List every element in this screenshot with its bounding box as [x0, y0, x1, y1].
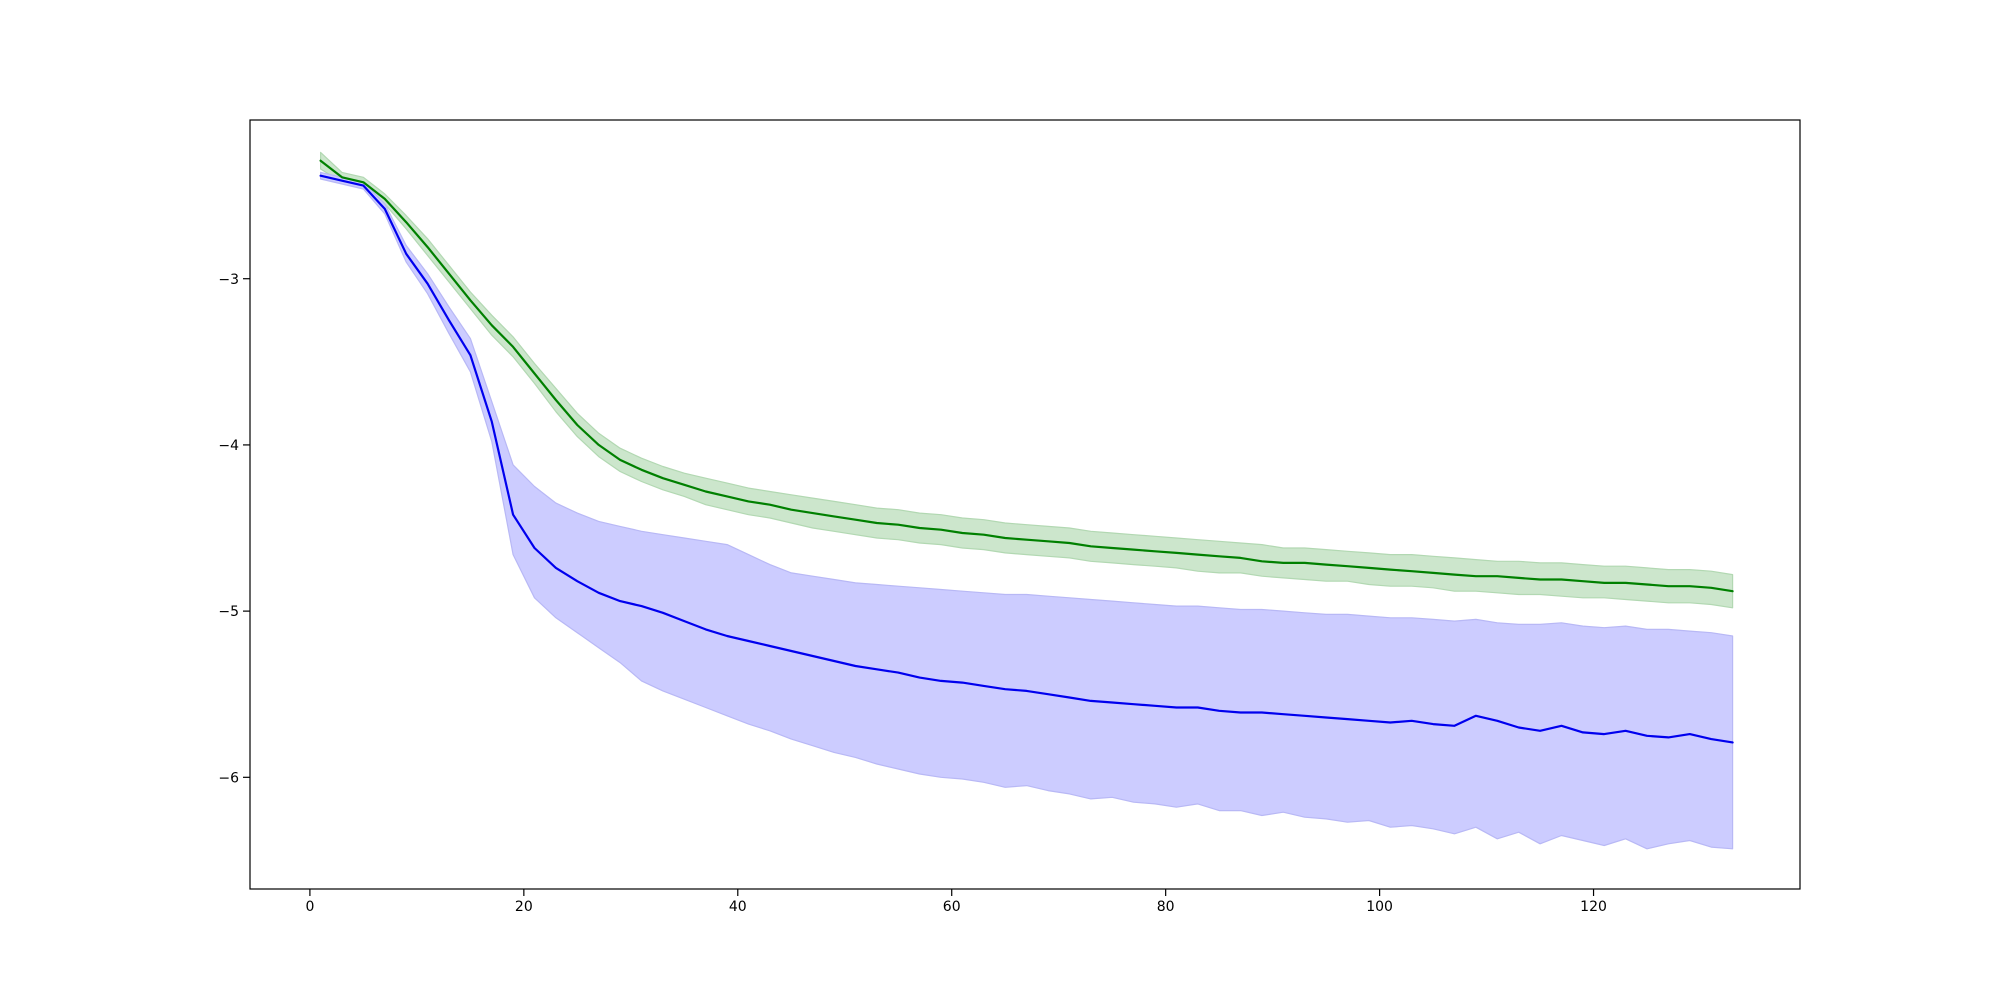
y-tick-label: −4 — [218, 438, 239, 454]
green-series-line — [319, 159, 1734, 593]
axis-ticks-layer — [243, 278, 1595, 896]
blue-series-band — [320, 171, 1734, 850]
y-tick-label: −5 — [218, 604, 239, 620]
x-tick-label: 80 — [1157, 899, 1175, 915]
plot-area — [249, 119, 1801, 890]
y-tick-label: −3 — [218, 272, 239, 288]
x-tick-label: 20 — [515, 899, 533, 915]
blue-series-line — [319, 174, 1734, 744]
x-tick-label: 40 — [729, 899, 747, 915]
x-tick-label: 100 — [1366, 899, 1393, 915]
x-tick-label: 60 — [943, 899, 961, 915]
x-tick-label: 0 — [305, 899, 314, 915]
series-lines-layer — [319, 159, 1734, 744]
x-tick-label: 120 — [1580, 899, 1607, 915]
y-tick-label: −6 — [218, 770, 239, 786]
green-series-band — [320, 151, 1734, 609]
confidence-bands-layer — [320, 151, 1734, 850]
axis-tick-labels-layer: 0 20 40 60 80 100 120 −3 −4 −5 −6 — [218, 272, 1607, 915]
